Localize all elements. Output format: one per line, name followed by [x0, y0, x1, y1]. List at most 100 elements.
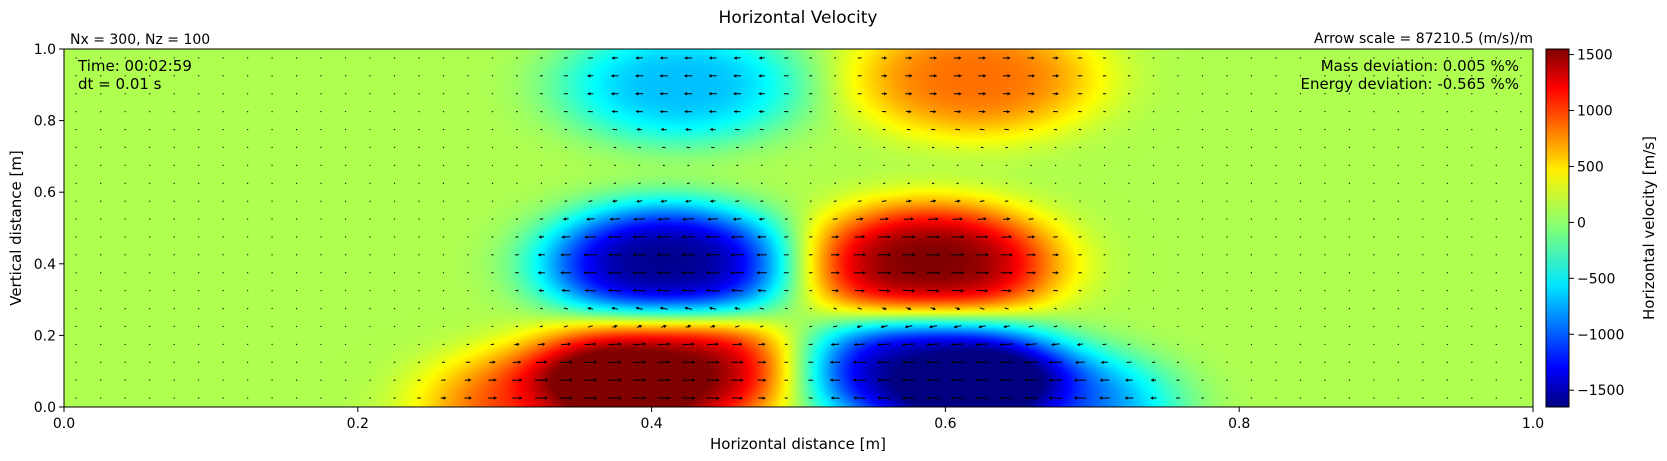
velocity-arrow-457	[611, 92, 619, 96]
colorbar-tick-label-5: −1000	[1577, 327, 1624, 343]
velocity-arrow-840	[1099, 396, 1110, 400]
velocity-arrow-691	[905, 199, 912, 203]
velocity-arrow-387	[538, 271, 545, 275]
velocity-arrow-205	[320, 307, 322, 310]
velocity-arrow-640	[853, 396, 866, 400]
velocity-arrow-663	[877, 342, 891, 347]
y-tick-label-2: 0.4	[34, 257, 56, 273]
velocity-arrow-547	[730, 271, 744, 275]
velocity-arrow-766	[1001, 289, 1012, 293]
velocity-arrow-760	[1000, 396, 1014, 400]
velocity-arrow-265	[393, 307, 396, 310]
velocity-arrow-862	[1126, 361, 1132, 363]
velocity-arrow-451	[612, 199, 618, 203]
velocity-arrow-1023	[1324, 343, 1326, 346]
velocity-arrow-323	[466, 343, 470, 346]
velocity-arrow-186	[295, 289, 298, 292]
velocity-arrow-735	[955, 128, 960, 131]
velocity-arrow-404	[563, 325, 568, 328]
velocity-arrow-564	[760, 325, 764, 328]
velocity-arrow-860	[1124, 396, 1134, 400]
velocity-arrow-995	[1275, 128, 1277, 131]
velocity-arrow-372	[516, 182, 518, 184]
velocity-arrow-726	[951, 289, 964, 293]
velocity-arrow-622	[830, 360, 841, 364]
velocity-arrow-668	[877, 253, 891, 257]
velocity-arrow-779	[1002, 56, 1011, 60]
velocity-arrow-648	[853, 253, 866, 257]
velocity-arrow-163	[271, 343, 273, 346]
velocity-arrow-690	[903, 217, 914, 221]
arrow-scale-label: Arrow scale = 87210.5 (m/s)/m	[1314, 31, 1533, 47]
velocity-arrow-390	[539, 218, 544, 220]
y-axis-label: Vertical distance [m]	[7, 150, 25, 306]
velocity-arrow-710	[927, 217, 939, 221]
velocity-arrow-680	[902, 396, 916, 400]
velocity-arrow-576	[758, 109, 765, 114]
dt-annotation: dt = 0.01 s	[78, 75, 162, 93]
velocity-arrow-252	[369, 182, 371, 185]
velocity-arrow-534	[711, 146, 715, 149]
velocity-arrow-972	[1250, 182, 1253, 185]
velocity-arrow-123	[222, 343, 224, 346]
velocity-arrow-703	[926, 342, 940, 347]
velocity-arrow-698	[905, 74, 913, 78]
velocity-arrow-467	[632, 271, 646, 275]
velocity-arrow-767	[1000, 271, 1013, 275]
velocity-arrow-458	[611, 74, 619, 78]
velocity-arrow-881	[1150, 378, 1157, 382]
velocity-arrow-405	[563, 307, 569, 310]
velocity-arrow-450	[609, 217, 620, 221]
velocity-arrow-774	[1005, 146, 1008, 149]
velocity-arrow-498	[659, 74, 668, 78]
velocity-arrow-686	[902, 289, 915, 293]
velocity-arrow-677	[881, 92, 887, 96]
velocity-arrow-526	[706, 288, 720, 293]
velocity-arrow-103	[197, 343, 200, 346]
velocity-arrow-342	[489, 360, 496, 364]
velocity-arrow-777	[1002, 92, 1011, 96]
velocity-arrow-699	[905, 56, 912, 60]
velocity-arrow-305	[442, 307, 445, 310]
velocity-arrow-696	[905, 109, 912, 114]
velocity-arrow-758	[978, 74, 986, 78]
velocity-arrow-671	[881, 200, 887, 202]
velocity-arrow-771	[1004, 200, 1009, 202]
velocity-arrow-1084	[1397, 325, 1400, 328]
velocity-arrow-1004	[1299, 325, 1302, 328]
velocity-arrow-646	[854, 289, 865, 293]
velocity-arrow-688	[902, 253, 916, 257]
velocity-arrow-843	[1102, 343, 1107, 346]
velocity-arrow-738	[953, 74, 962, 78]
velocity-arrow-494	[662, 146, 666, 149]
velocity-arrow-383	[537, 342, 546, 346]
velocity-arrow-798	[1027, 74, 1035, 78]
velocity-arrow-1043	[1348, 343, 1351, 346]
velocity-arrow-751	[979, 200, 985, 202]
velocity-arrow-510	[682, 217, 695, 221]
velocity-arrow-1005	[1299, 307, 1302, 310]
velocity-arrow-986	[1275, 289, 1277, 292]
velocity-arrow-669	[878, 235, 891, 239]
velocity-arrow-300	[440, 396, 447, 400]
velocity-arrow-667	[877, 271, 891, 275]
velocity-arrow-540	[731, 396, 743, 400]
velocity-arrow-363	[514, 342, 520, 347]
velocity-arrow-1015	[1299, 128, 1302, 131]
velocity-arrow-801	[1049, 378, 1063, 382]
velocity-arrow-444	[612, 324, 618, 329]
velocity-arrow-863	[1127, 343, 1131, 346]
velocity-arrow-805	[1054, 307, 1057, 310]
velocity-arrow-508	[681, 253, 695, 257]
velocity-arrow-732	[956, 182, 959, 184]
velocity-arrow-629	[831, 235, 839, 239]
velocity-arrow-796	[1028, 109, 1034, 114]
velocity-arrow-164	[271, 325, 273, 328]
velocity-arrow-224	[344, 325, 347, 328]
velocity-arrow-423	[584, 342, 597, 346]
velocity-arrow-652	[858, 182, 861, 184]
velocity-arrow-577	[758, 92, 766, 96]
velocity-arrow-934	[1201, 146, 1204, 149]
velocity-arrow-621	[830, 378, 841, 382]
